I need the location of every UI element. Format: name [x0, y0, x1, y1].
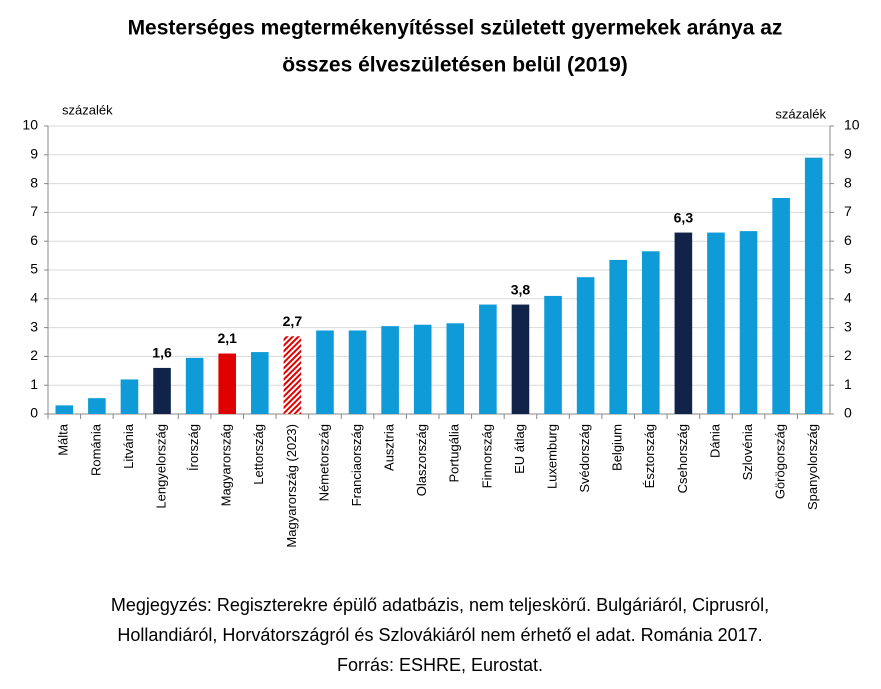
x-tick-label: Írország — [186, 424, 201, 471]
y-tick-label: 8 — [30, 174, 38, 190]
bar — [479, 304, 497, 414]
y-tick-label: 2 — [30, 347, 38, 363]
x-tick-label: Magyarország — [219, 424, 234, 506]
y-tick-label: 7 — [30, 203, 38, 219]
y-tick-label: 0 — [30, 405, 38, 421]
y-tick-label: 1 — [30, 376, 38, 392]
data-label: 2,1 — [217, 330, 237, 346]
bar — [576, 277, 595, 414]
bar — [120, 379, 139, 414]
data-label: 1,6 — [152, 345, 172, 361]
x-tick-label: Litvánia — [121, 423, 136, 469]
bar — [88, 398, 106, 414]
x-tick-label: Németország — [316, 424, 331, 501]
x-tick-label: Franciaország — [349, 424, 364, 506]
x-tick-label: Lettország — [251, 424, 266, 485]
bar — [185, 357, 204, 414]
x-tick-label: Románia — [88, 423, 103, 476]
x-tick-label: Csehország — [675, 424, 690, 493]
x-tick-label: Szlovénia — [740, 423, 755, 480]
bar — [544, 295, 562, 414]
x-tick-label: Dánia — [707, 423, 722, 458]
y-tick-label: 6 — [30, 232, 38, 248]
bar — [250, 352, 269, 414]
x-tick-label: Málta — [56, 423, 71, 456]
y2-tick-label: 9 — [844, 146, 852, 162]
x-tick-label: Finnország — [479, 424, 494, 488]
x-tick-label: EU átlag — [512, 424, 527, 474]
y-axis-label: százalék — [62, 102, 113, 117]
bar — [511, 304, 530, 414]
note: Forrás: ESHRE, Eurostat. — [337, 655, 543, 675]
x-tick-label: Ausztria — [382, 423, 397, 471]
bar — [55, 405, 74, 414]
bar — [218, 353, 237, 414]
x-tick-label: Spanyolország — [805, 424, 820, 510]
x-tick-label: Magyarország (2023) — [284, 424, 299, 548]
bar — [283, 336, 302, 414]
bar — [316, 330, 334, 414]
x-tick-label: Lengyelország — [153, 424, 168, 509]
x-tick-label: Luxemburg — [544, 424, 559, 489]
note: Hollandiáról, Horvátországról és Szlovák… — [117, 625, 762, 645]
y2-axis-label: százalék — [775, 106, 826, 121]
note: Megjegyzés: Regiszterekre épülő adatbázi… — [111, 595, 769, 615]
bar — [674, 232, 693, 414]
y2-tick-label: 8 — [844, 174, 852, 190]
bar — [707, 232, 725, 414]
bar — [446, 323, 465, 414]
y2-tick-label: 4 — [844, 290, 852, 306]
bar — [153, 367, 171, 414]
y2-tick-label: 2 — [844, 347, 852, 363]
y2-tick-label: 5 — [844, 261, 852, 277]
y-tick-label: 10 — [22, 117, 38, 133]
x-tick-label: Portugália — [447, 423, 462, 482]
bar — [804, 157, 823, 414]
bar — [413, 324, 432, 414]
bar — [381, 326, 399, 414]
y2-tick-label: 10 — [844, 117, 860, 133]
data-label: 3,8 — [511, 281, 531, 297]
y-tick-label: 4 — [30, 290, 38, 306]
y2-tick-label: 3 — [844, 318, 852, 334]
chart-title: Mesterséges megtermékenyítéssel születet… — [128, 17, 783, 40]
data-label: 6,3 — [674, 209, 694, 225]
y2-tick-label: 0 — [844, 405, 852, 421]
bar — [772, 198, 790, 414]
y2-tick-label: 1 — [844, 376, 852, 392]
bar — [348, 330, 367, 414]
bar — [609, 259, 628, 414]
y-tick-label: 3 — [30, 318, 38, 334]
x-tick-label: Görögország — [773, 424, 788, 499]
x-tick-label: Svédország — [577, 424, 592, 493]
bar — [739, 231, 758, 414]
data-label: 2,7 — [283, 313, 303, 329]
bar — [641, 251, 660, 414]
y-tick-label: 5 — [30, 261, 38, 277]
x-tick-label: Belgium — [610, 424, 625, 471]
x-tick-label: Olaszország — [414, 424, 429, 496]
chart-title: összes élveszületésen belül (2019) — [282, 54, 628, 77]
y-tick-label: 9 — [30, 146, 38, 162]
x-tick-label: Észtország — [642, 424, 657, 488]
y2-tick-label: 7 — [844, 203, 852, 219]
y2-tick-label: 6 — [844, 232, 852, 248]
